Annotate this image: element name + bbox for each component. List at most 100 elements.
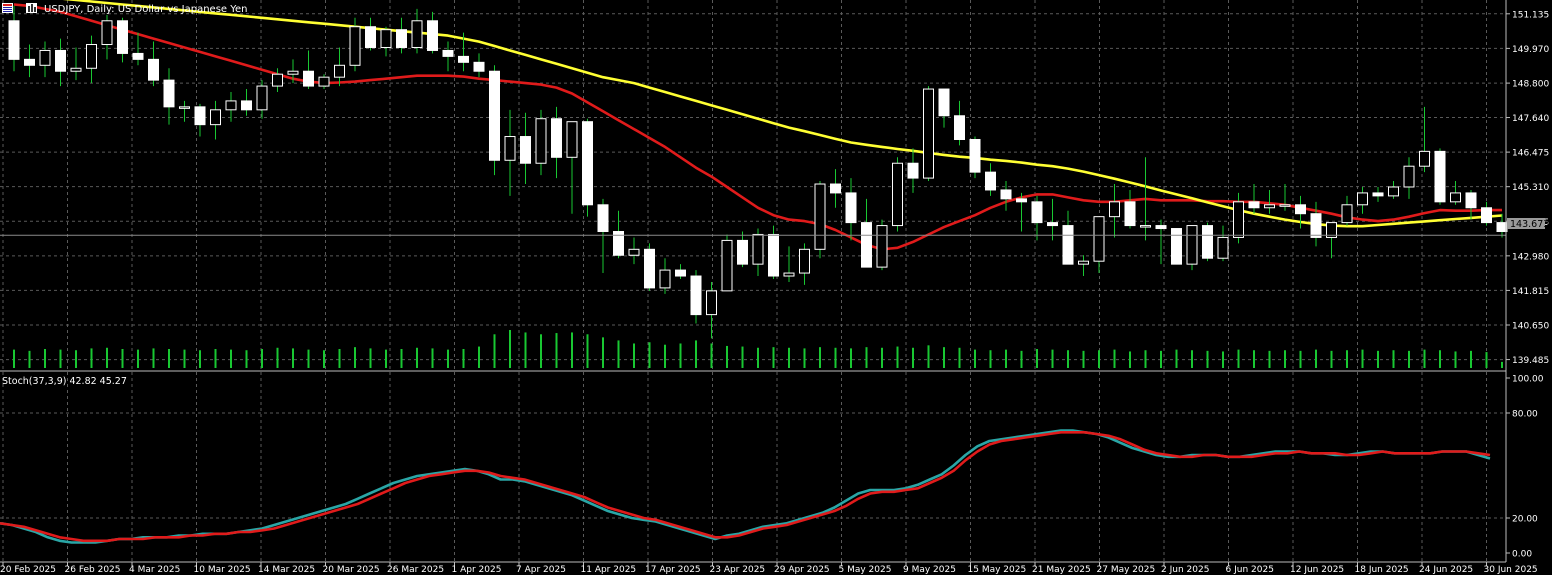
- candle-bear[interactable]: [365, 26, 376, 48]
- candle-bull[interactable]: [334, 64, 345, 78]
- candle-bear[interactable]: [985, 171, 996, 191]
- candle-bear[interactable]: [194, 106, 206, 126]
- candle-bear[interactable]: [768, 233, 779, 277]
- candle-bull[interactable]: [86, 44, 97, 69]
- candle-bull[interactable]: [1279, 204, 1291, 207]
- candle-bear[interactable]: [1481, 207, 1492, 224]
- candle-bear[interactable]: [148, 58, 159, 81]
- candle-bull[interactable]: [1388, 186, 1399, 197]
- candle-bear[interactable]: [427, 20, 438, 51]
- candle-bear[interactable]: [1124, 201, 1136, 227]
- candle-bear[interactable]: [597, 204, 609, 233]
- candle-bull[interactable]: [706, 290, 717, 316]
- candle-bear[interactable]: [163, 79, 175, 108]
- candle-bull[interactable]: [1450, 192, 1461, 203]
- candle-bear[interactable]: [396, 29, 407, 48]
- candle-bull[interactable]: [504, 136, 516, 161]
- candle-bull[interactable]: [1140, 225, 1151, 228]
- candle-bear[interactable]: [1202, 225, 1213, 259]
- candle-bull[interactable]: [876, 225, 888, 268]
- candle-bull[interactable]: [1217, 236, 1229, 259]
- candle-bull[interactable]: [892, 162, 903, 227]
- candle-bear[interactable]: [1047, 222, 1058, 227]
- candle-bear[interactable]: [473, 61, 485, 72]
- candle-bull[interactable]: [1341, 204, 1353, 224]
- candle-bull[interactable]: [1264, 204, 1275, 209]
- candle-bull[interactable]: [783, 272, 795, 277]
- candle-bear[interactable]: [241, 100, 252, 111]
- candle-bear[interactable]: [520, 136, 531, 164]
- candle-bear[interactable]: [1031, 201, 1043, 224]
- candle-bull[interactable]: [923, 88, 934, 179]
- candle-bull[interactable]: [566, 121, 578, 158]
- candle-bull[interactable]: [799, 248, 810, 274]
- candle-bear[interactable]: [8, 20, 20, 60]
- candle-bull[interactable]: [1233, 201, 1244, 238]
- symbol-menu-icon[interactable]: [2, 3, 13, 13]
- candle-bear[interactable]: [1310, 213, 1322, 238]
- price-pane[interactable]: [0, 0, 1508, 368]
- candle-bull[interactable]: [101, 20, 113, 46]
- candle-bear[interactable]: [1465, 192, 1477, 209]
- candle-bear[interactable]: [969, 138, 981, 173]
- candle-bull[interactable]: [535, 118, 547, 164]
- candle-bull[interactable]: [1357, 192, 1368, 206]
- candle-bull[interactable]: [287, 70, 299, 75]
- candle-bull[interactable]: [380, 29, 392, 48]
- stoch-signal-line[interactable]: [0, 430, 1491, 543]
- candle-bear[interactable]: [690, 275, 702, 316]
- candle-bull[interactable]: [1403, 165, 1415, 188]
- candle-bull[interactable]: [272, 73, 283, 87]
- candle-bear[interactable]: [1000, 189, 1012, 200]
- candle-bear[interactable]: [582, 121, 593, 206]
- candle-bull[interactable]: [1109, 201, 1120, 218]
- candle-bear[interactable]: [24, 58, 35, 66]
- candle-bull[interactable]: [210, 109, 221, 126]
- candle-bull[interactable]: [256, 85, 268, 111]
- candle-bear[interactable]: [1434, 150, 1446, 203]
- candle-bear[interactable]: [938, 88, 950, 117]
- candle-bull[interactable]: [814, 183, 826, 250]
- candle-bear[interactable]: [1171, 228, 1182, 265]
- candle-bear[interactable]: [551, 118, 562, 158]
- candle-bear[interactable]: [644, 248, 655, 289]
- candle-bear[interactable]: [442, 49, 454, 57]
- candle-bear[interactable]: [1155, 225, 1167, 230]
- candle-bull[interactable]: [1186, 225, 1198, 265]
- candle-bear[interactable]: [458, 55, 469, 63]
- candle-bull[interactable]: [70, 67, 82, 72]
- candle-bear[interactable]: [489, 70, 500, 161]
- candle-bull[interactable]: [411, 20, 423, 48]
- candle-bull[interactable]: [318, 76, 330, 87]
- candle-bear[interactable]: [907, 162, 919, 179]
- candle-bear[interactable]: [1372, 192, 1384, 197]
- candle-bear[interactable]: [132, 52, 144, 60]
- stochastic-pane[interactable]: [0, 429, 1491, 544]
- candle-bear[interactable]: [117, 20, 128, 54]
- candle-bear[interactable]: [675, 269, 686, 277]
- candle-bear[interactable]: [861, 222, 872, 268]
- candle-bull[interactable]: [39, 49, 51, 66]
- candle-bull[interactable]: [721, 239, 733, 292]
- candle-bull[interactable]: [752, 233, 764, 265]
- candle-bear[interactable]: [1016, 198, 1027, 203]
- candle-bull[interactable]: [1419, 150, 1430, 167]
- candle-bull[interactable]: [659, 269, 671, 289]
- candle-bear[interactable]: [1295, 204, 1306, 215]
- candle-bear[interactable]: [55, 49, 66, 72]
- chart-type-icon[interactable]: [26, 3, 37, 13]
- candle-bear[interactable]: [1248, 201, 1260, 209]
- candle-bear[interactable]: [737, 239, 748, 265]
- candle-bull[interactable]: [225, 100, 237, 111]
- candle-bear[interactable]: [613, 231, 624, 256]
- candle-bear[interactable]: [845, 192, 857, 224]
- candle-bear[interactable]: [1062, 225, 1074, 265]
- candle-bull[interactable]: [349, 26, 361, 66]
- candle-bull[interactable]: [1093, 216, 1105, 262]
- candle-bull[interactable]: [1078, 260, 1089, 265]
- candle-bull[interactable]: [179, 106, 190, 109]
- candle-bear[interactable]: [830, 183, 841, 194]
- moving-average-slow-line[interactable]: [14, 0, 1503, 228]
- candle-bear[interactable]: [954, 115, 965, 140]
